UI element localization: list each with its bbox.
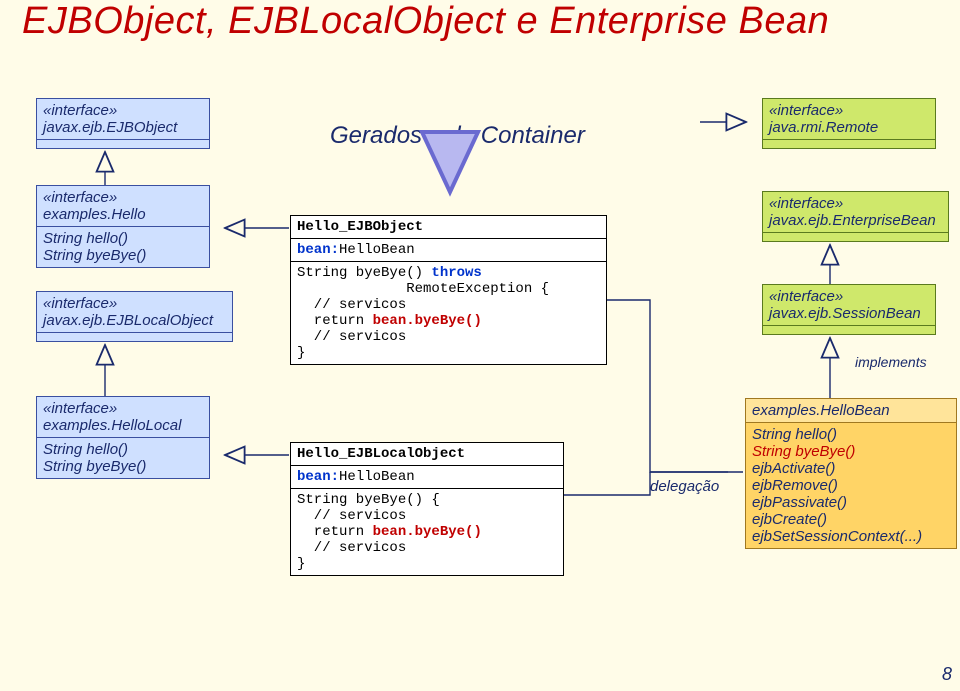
method: ejbCreate() — [752, 511, 950, 528]
box-ejblocalobject-head: «interface» javax.ejb.EJBLocalObject — [37, 292, 232, 332]
box-ejbobject: «interface» javax.ejb.EJBObject — [36, 98, 210, 149]
codebox-ejblocalobject: Hello_EJBLocalObject bean:HelloBean Stri… — [290, 442, 564, 576]
method: String hello() — [43, 441, 203, 458]
code-line: String byeBye() { // servicos return bea… — [291, 488, 563, 575]
codebox-ejbobject: Hello_EJBObject bean:HelloBean String by… — [290, 215, 607, 365]
box-entbean-head: «interface» javax.ejb.EnterpriseBean — [763, 192, 948, 232]
box-hello-head: «interface» examples.Hello — [37, 186, 209, 226]
stereo: «interface» — [769, 288, 929, 305]
page-number: 8 — [942, 664, 952, 685]
classname: examples.HelloLocal — [43, 417, 181, 434]
box-hellolocal-methods: String hello() String byeBye() — [37, 437, 209, 478]
box-hellobean-methods: String hello() String byeBye() ejbActiva… — [746, 422, 956, 548]
classname: javax.ejb.EJBObject — [43, 119, 177, 136]
box-remote: «interface» java.rmi.Remote — [762, 98, 936, 149]
subtitle-gerados: Gerados pelo Container — [330, 122, 585, 150]
classname: examples.HelloBean — [752, 402, 890, 419]
method: String hello() — [752, 426, 950, 443]
stereo: «interface» — [43, 400, 203, 417]
stereo: «interface» — [43, 295, 226, 312]
label-delegacao: delegação — [650, 478, 719, 495]
label-implements: implements — [855, 354, 927, 370]
box-hellobean-head: examples.HelloBean — [746, 399, 956, 422]
codebox-title: Hello_EJBLocalObject — [291, 443, 563, 465]
stereo: «interface» — [43, 189, 203, 206]
method: String byeBye() — [752, 443, 950, 460]
method: ejbRemove() — [752, 477, 950, 494]
empty-compartment — [37, 139, 209, 148]
method: String byeBye() — [43, 247, 203, 264]
box-sessionbean: «interface» javax.ejb.SessionBean — [762, 284, 936, 335]
box-hellolocal: «interface» examples.HelloLocal String h… — [36, 396, 210, 479]
classname: javax.ejb.EJBLocalObject — [43, 312, 213, 329]
empty-compartment — [37, 332, 232, 341]
box-hello: «interface» examples.Hello String hello(… — [36, 185, 210, 268]
codebox-title: Hello_EJBObject — [291, 216, 606, 238]
classname: javax.ejb.EnterpriseBean — [769, 212, 936, 229]
method: String hello() — [43, 230, 203, 247]
code-line: String byeBye() throws RemoteException {… — [291, 261, 606, 364]
classname: examples.Hello — [43, 206, 146, 223]
box-sessbean-head: «interface» javax.ejb.SessionBean — [763, 285, 935, 325]
method: String byeBye() — [43, 458, 203, 475]
empty-compartment — [763, 139, 935, 148]
empty-compartment — [763, 325, 935, 334]
stereo: «interface» — [43, 102, 203, 119]
box-ejbobject-head: «interface» javax.ejb.EJBObject — [37, 99, 209, 139]
box-hellolocal-head: «interface» examples.HelloLocal — [37, 397, 209, 437]
box-ejblocalobject: «interface» javax.ejb.EJBLocalObject — [36, 291, 233, 342]
code-line: bean:HelloBean — [291, 238, 606, 261]
code-line: bean:HelloBean — [291, 465, 563, 488]
method: ejbActivate() — [752, 460, 950, 477]
method: ejbSetSessionContext(...) — [752, 528, 950, 545]
box-hello-methods: String hello() String byeBye() — [37, 226, 209, 267]
classname: javax.ejb.SessionBean — [769, 305, 921, 322]
box-hellobean: examples.HelloBean String hello() String… — [745, 398, 957, 549]
page-title: EJBObject, EJBLocalObject e Enterprise B… — [22, 0, 829, 43]
classname: java.rmi.Remote — [769, 119, 878, 136]
stereo: «interface» — [769, 195, 942, 212]
stereo: «interface» — [769, 102, 929, 119]
box-remote-head: «interface» java.rmi.Remote — [763, 99, 935, 139]
method: ejbPassivate() — [752, 494, 950, 511]
empty-compartment — [763, 232, 948, 241]
box-enterprisebean: «interface» javax.ejb.EnterpriseBean — [762, 191, 949, 242]
